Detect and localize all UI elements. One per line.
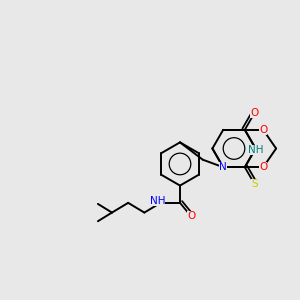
Text: NH: NH: [150, 196, 165, 206]
Text: N: N: [219, 162, 227, 172]
Text: O: O: [259, 125, 267, 135]
Text: O: O: [250, 108, 259, 118]
Text: NH: NH: [248, 145, 263, 155]
Text: O: O: [187, 211, 195, 221]
Text: O: O: [259, 162, 267, 172]
Text: S: S: [251, 179, 258, 189]
